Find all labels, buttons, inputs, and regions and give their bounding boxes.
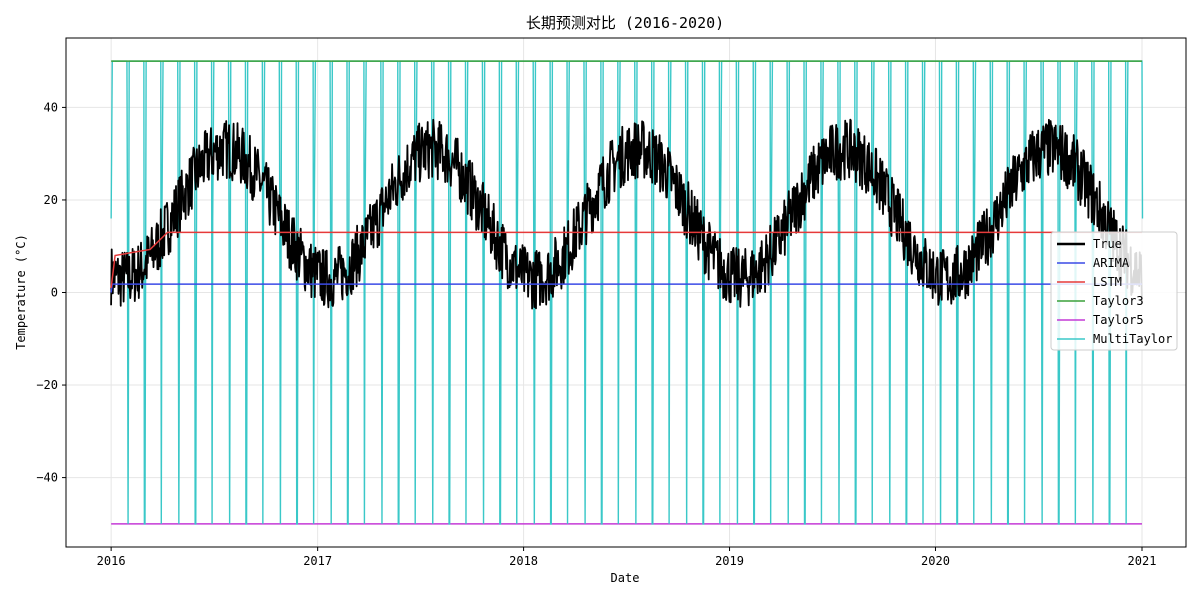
x-tick-label: 2020: [921, 554, 950, 568]
x-tick-label: 2019: [715, 554, 744, 568]
y-tick-label: −20: [36, 378, 58, 392]
chart-title: 长期预测对比 (2016-2020): [526, 14, 724, 32]
grid: [66, 38, 1186, 547]
legend: True ARIMA LSTM Taylor3 Taylor5 MultiTaylor: [1050, 231, 1178, 351]
legend-label: ARIMA: [1093, 256, 1130, 270]
x-tick-label: 2021: [1128, 554, 1157, 568]
series-layer: [110, 60, 1144, 525]
y-axis: −40 −20 0 20 40: [36, 100, 66, 485]
legend-label: MultiTaylor: [1093, 332, 1172, 346]
x-tick-label: 2017: [303, 554, 332, 568]
legend-label: Taylor3: [1093, 294, 1144, 308]
y-tick-label: −40: [36, 471, 58, 485]
legend-label: Taylor5: [1093, 313, 1144, 327]
x-tick-label: 2016: [97, 554, 126, 568]
x-tick-label: 2018: [509, 554, 538, 568]
y-tick-label: 40: [44, 100, 58, 114]
y-axis-label: Temperature (°C): [14, 234, 28, 350]
legend-label: LSTM: [1093, 275, 1122, 289]
y-tick-label: 20: [44, 193, 58, 207]
x-axis: 2016 2017 2018 2019 2020 2021: [97, 547, 1157, 568]
series-lstm-line: [110, 231, 1142, 288]
series-arima-line: [110, 283, 1142, 293]
legend-label: True: [1093, 237, 1122, 251]
x-axis-label: Date: [611, 571, 640, 585]
y-tick-label: 0: [51, 286, 58, 300]
series-true-line: [110, 118, 1143, 310]
